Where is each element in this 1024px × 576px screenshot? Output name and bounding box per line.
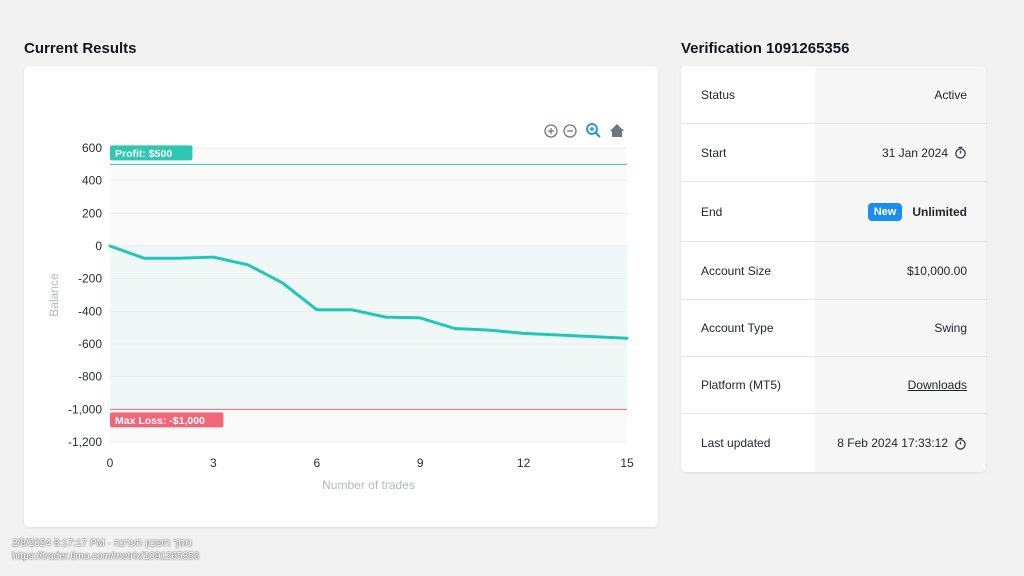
status-text: Active [934,87,967,102]
downloads-link[interactable]: Downloads [907,378,967,392]
end-row: End New Unlimited [681,182,986,242]
balance-chart: 600 400 200 0 -200 -400 -600 -800 -1,000 -1,200 0 3… [47,123,634,492]
y-tick-label: -200 [78,272,102,286]
print-footer: 2/8/2024 8:17:17 PM · מסך חשבון הערכה ht… [12,537,199,563]
start-value: 31 Jan 2024 [815,124,986,181]
balance-series-line [108,244,629,340]
platform-label: Platform (MT5) [681,357,815,413]
account-type-row: Account Type Swing [681,300,986,357]
verification-card: Status Active Start 31 Jan 2024 End New … [681,66,986,472]
zoom-select-icon[interactable] [586,123,601,138]
y-tick-label: 0 [95,239,102,253]
zoom-in-icon[interactable] [544,124,558,138]
account-size-text: $10,000.00 [906,263,967,278]
end-value: New Unlimited [815,182,986,241]
new-badge: New [867,202,903,221]
print-url: https://trader.tlmo.com/metrix/109126535… [12,551,200,562]
end-text: Unlimited [912,204,967,219]
stopwatch-icon [955,146,966,159]
status-label: Status [681,66,815,123]
last-updated-text: 8 Feb 2024 17:33:12 [837,436,948,450]
print-timestamp: 2/8/2024 8:17:17 PM · מסך חשבון הערכה [12,538,192,549]
platform-row: Platform (MT5) Downloads [681,357,986,414]
account-size-value: $10,000.00 [815,242,986,299]
x-tick-label: 3 [210,456,217,470]
account-type-text: Swing [934,321,967,335]
annotation-badge [110,412,224,428]
y-tick-label: -800 [78,370,102,384]
end-label: End [681,182,815,241]
y-axis-label: Balance [47,273,61,317]
status-value: Active [815,66,986,123]
account-type-value: Swing [815,300,986,356]
last-updated-value: 8 Feb 2024 17:33:12 [815,414,986,472]
y-tick-label: -1,000 [68,402,102,416]
annotation-label: Profit: $500 [115,148,172,160]
x-axis-label: Number of trades [322,478,415,492]
x-tick-label: 0 [107,456,114,470]
verification-title: Verification 1091265356 [681,40,850,57]
account-size-label: Account Size [681,242,815,299]
x-tick-label: 12 [517,456,531,470]
start-row: Start 31 Jan 2024 [681,124,986,182]
y-tick-label: -400 [78,304,102,318]
annotation-label: Max Loss: -$1,000 [115,415,205,427]
y-tick-label: 400 [82,174,102,188]
current-results-title: Current Results [24,40,137,57]
y-tick-label: -600 [78,337,102,351]
stopwatch-icon [955,437,966,450]
start-label: Start [681,124,815,181]
home-reset-icon[interactable] [610,124,624,137]
chart-card: 600 400 200 0 -200 -400 -600 -800 -1,000 -1,200 0 3… [24,66,658,527]
platform-value: Downloads [815,357,986,413]
x-tick-label: 9 [417,456,424,470]
start-date: 31 Jan 2024 [881,145,948,160]
status-row: Status Active [681,66,986,124]
loss-zone-band [110,246,627,410]
zoom-out-icon[interactable] [563,124,577,138]
account-size-row: Account Size $10,000.00 [681,242,986,300]
x-tick-label: 6 [313,456,320,470]
account-type-label: Account Type [681,300,815,356]
x-tick-label: 15 [620,456,634,470]
y-tick-label: -1,200 [68,435,102,449]
last-updated-label: Last updated [681,414,815,472]
y-tick-label: 200 [82,206,102,220]
chart-toolbar [544,123,624,138]
last-updated-row: Last updated 8 Feb 2024 17:33:12 [681,414,986,472]
y-tick-label: 600 [82,141,102,155]
annotation-badge [110,145,193,161]
